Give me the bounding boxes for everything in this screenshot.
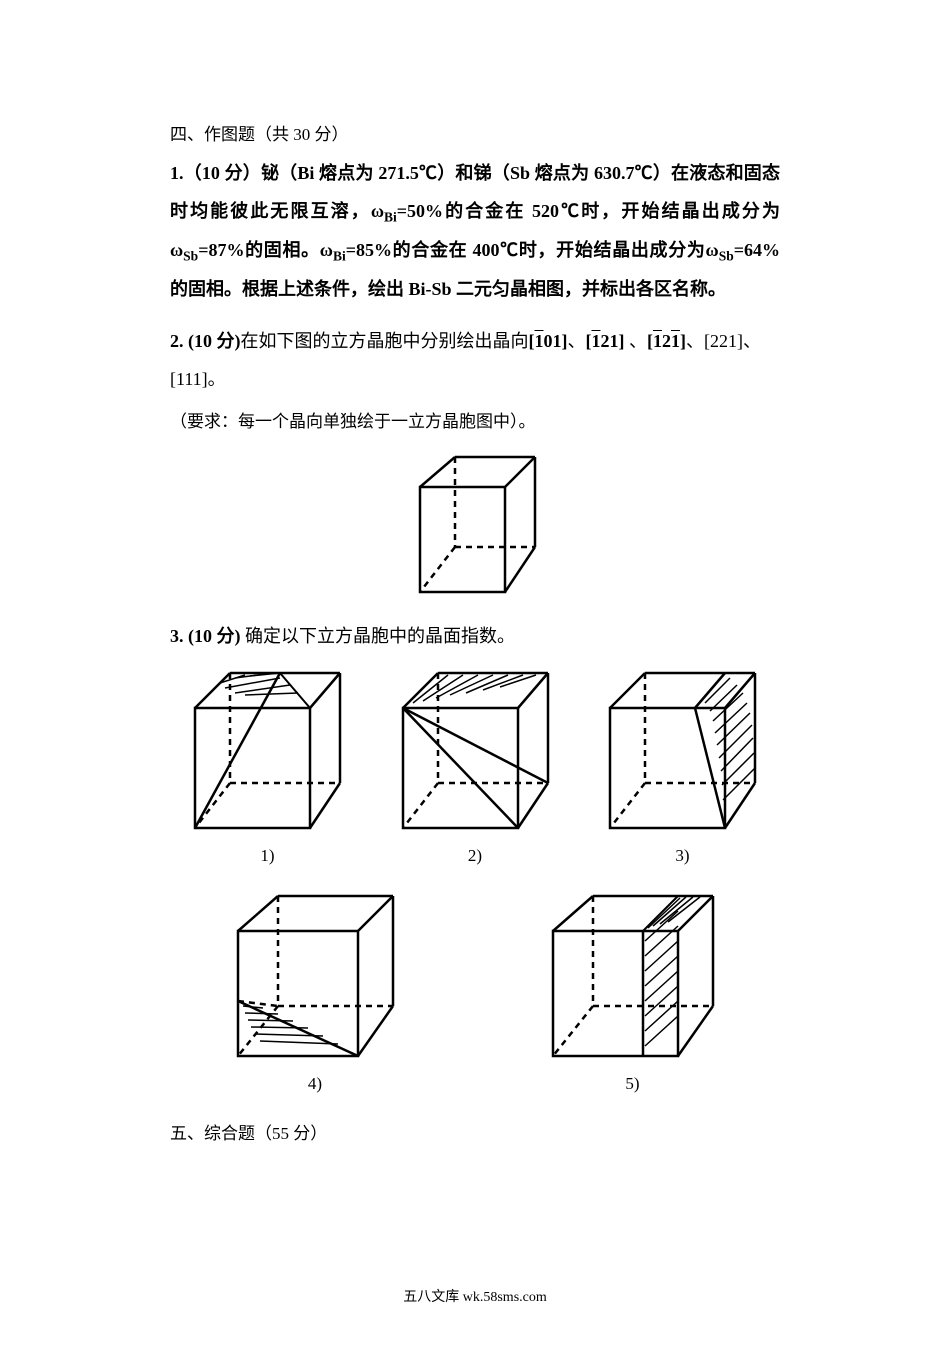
q2-dir5: [111]。 (170, 361, 780, 399)
section-5-header: 五、综合题（55 分） (170, 1119, 780, 1144)
problem-2: 2. (10 分)在如下图的立方晶胞中分别绘出晶向[101]、[121] 、[1… (170, 323, 780, 399)
cube-5 (538, 886, 728, 1066)
q1-sub4: Sb (719, 248, 734, 263)
cube-3 (595, 663, 770, 838)
q2-dir3-bar2: 1 (671, 323, 680, 361)
q2-dir1-bar: 1 (535, 323, 544, 361)
cube-2-label: 2) (468, 846, 482, 866)
cube-5-item: 5) (538, 886, 728, 1094)
q3-prefix: 3. (10 分) (170, 626, 241, 646)
cube-row-2: 4) (170, 886, 780, 1094)
cube-1-item: 1) (180, 663, 355, 866)
cube-1-label: 1) (260, 846, 274, 866)
q2-sep1: 、 (568, 331, 586, 351)
q2-sep3: 、 (686, 331, 704, 351)
q2-dir2-bar: 1 (592, 323, 601, 361)
q2-dir4: [221] (704, 331, 743, 351)
cube-3-label: 3) (675, 846, 689, 866)
cube-row-1: 1) (170, 663, 780, 866)
q1-text4: =85%的合金在 400℃时，开始结晶出成分为ω (346, 240, 719, 260)
q2-dir3-mid: 2 (662, 331, 671, 351)
page-footer: 五八文库 wk.58sms.com (0, 1286, 950, 1306)
problem-3: 3. (10 分) 确定以下立方晶胞中的晶面指数。 (170, 622, 780, 648)
section-4-header: 四、作图题（共 30 分） (170, 120, 780, 145)
q2-prefix: 2. (10 分) (170, 331, 241, 351)
q2-dir2-rest: 21] (601, 331, 625, 351)
cube-2-item: 2) (388, 663, 563, 866)
cube-4-item: 4) (223, 886, 408, 1094)
q2-dir1-rest: 01] (544, 331, 568, 351)
q1-prefix: 1.（10 分） (170, 163, 261, 183)
q1-sub1: Bi (384, 209, 397, 224)
cube-2 (388, 663, 563, 838)
q1-sub2: Sb (183, 248, 198, 263)
q2-requirement: （要求：每一个晶向单独绘于一立方晶胞图中）。 (170, 407, 780, 432)
cube-1 (180, 663, 355, 838)
cube-reference (400, 442, 550, 607)
q1-text3: =87%的固相。ω (198, 240, 333, 260)
cube-reference-container (170, 442, 780, 607)
q2-text1: 在如下图的立方晶胞中分别绘出晶向 (241, 331, 529, 351)
q2-sep2: 、 (625, 331, 648, 351)
problem-1: 1.（10 分）铋（Bi 熔点为 271.5℃）和锑（Sb 熔点为 630.7℃… (170, 155, 780, 308)
cube-4-label: 4) (308, 1074, 322, 1094)
q2-dir3-bar1: 1 (653, 323, 662, 361)
cube-4 (223, 886, 408, 1066)
cube-3-item: 3) (595, 663, 770, 866)
cube-5-label: 5) (625, 1074, 639, 1094)
q1-sub3: Bi (333, 248, 346, 263)
q2-sep4: 、 (743, 331, 761, 351)
q3-text: 确定以下立方晶胞中的晶面指数。 (241, 626, 516, 646)
